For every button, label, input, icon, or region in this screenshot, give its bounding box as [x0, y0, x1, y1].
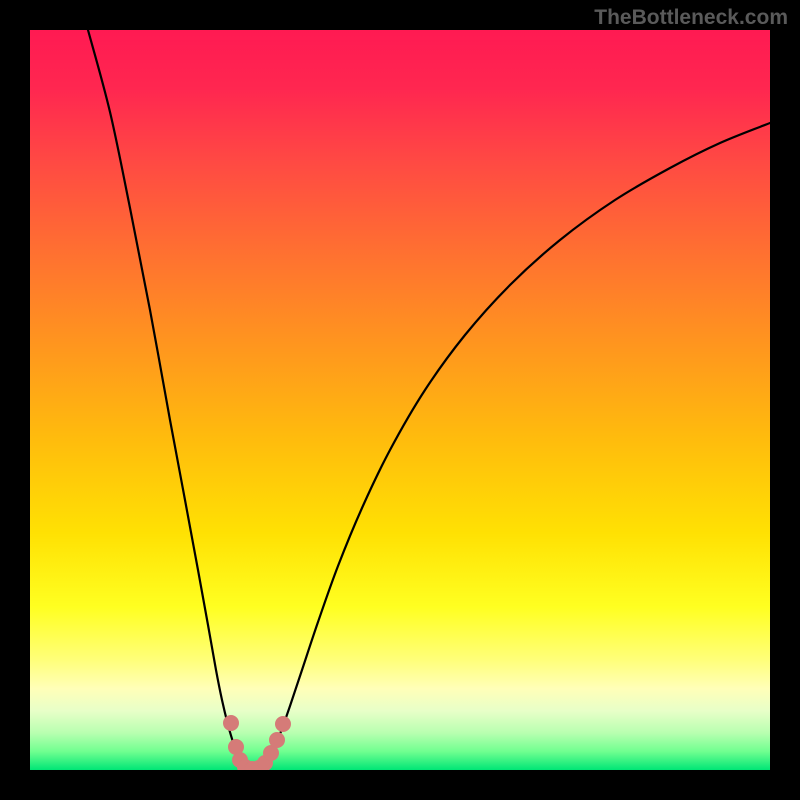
curve-marker	[270, 733, 285, 748]
chart-container: TheBottleneck.com	[0, 0, 800, 800]
curve-markers	[224, 716, 291, 771]
curve-marker	[276, 717, 291, 732]
bottleneck-curve	[30, 30, 770, 770]
plot-area	[30, 30, 770, 770]
curve-marker	[224, 716, 239, 731]
watermark-text: TheBottleneck.com	[594, 6, 788, 30]
